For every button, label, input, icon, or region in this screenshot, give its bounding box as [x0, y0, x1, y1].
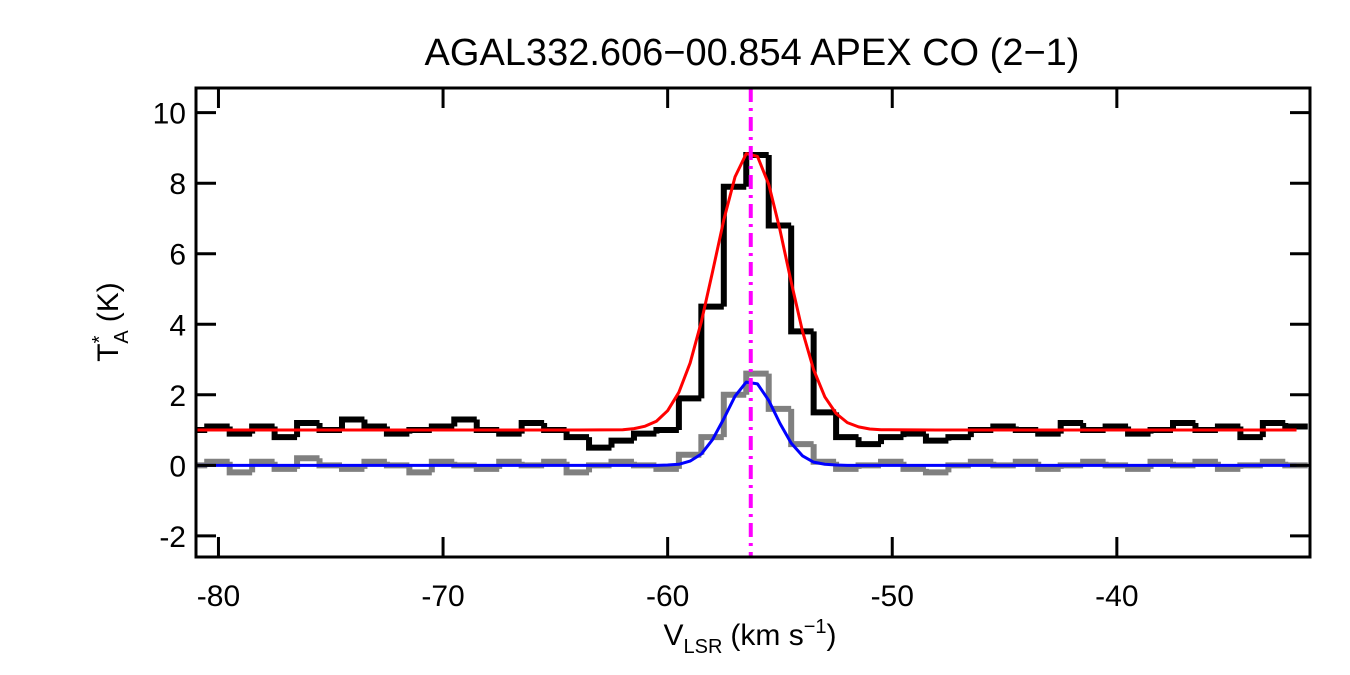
y-tick-label: 4 — [169, 309, 186, 342]
spectrum-channel — [1282, 423, 1308, 430]
spectrum-channel — [226, 461, 253, 476]
x-tick-label: -80 — [197, 580, 240, 613]
spectrum-channel — [698, 303, 724, 399]
spectrum-channel — [765, 373, 792, 412]
x-tick-label: -40 — [1095, 580, 1138, 613]
spectrum-channel — [338, 416, 365, 431]
y-tick-label: 10 — [153, 98, 186, 131]
x-tick-label: -60 — [646, 580, 689, 613]
spectrum-channel — [1259, 420, 1286, 438]
y-tick-label: 6 — [169, 239, 186, 272]
x-label-symbol: V — [663, 619, 683, 652]
spectrum-channel — [586, 437, 612, 451]
spectrum-channel — [563, 430, 590, 441]
spectrum-channel — [653, 427, 679, 434]
spectrum-channel — [1170, 420, 1196, 431]
y-label-subscript: A — [111, 330, 133, 344]
spectrum-channel — [855, 437, 882, 448]
y-axis-label: T*A (K) — [89, 282, 133, 361]
spectrum-channel — [518, 420, 545, 434]
spectrum-channel — [1237, 426, 1263, 441]
spectrum-channel — [788, 225, 814, 335]
spectrum-channel — [698, 434, 724, 455]
plot-area — [196, 88, 1308, 557]
x-label-superscript: −1 — [804, 616, 827, 638]
spectrum-channel — [945, 434, 971, 441]
spectrum-channel — [922, 468, 949, 476]
spectrum-channel — [630, 430, 657, 441]
y-tick-label: 8 — [169, 168, 186, 201]
spectrum-channel — [720, 183, 747, 307]
spectrum-channel — [361, 419, 387, 430]
spectrum-channel — [563, 461, 590, 476]
x-label-unit: (km s — [730, 619, 803, 652]
spectrum-channel — [720, 391, 747, 438]
x-axis-label: VLSR (km s−1) — [663, 616, 836, 658]
spectrum-channel — [675, 395, 702, 431]
spectrum-channel — [810, 444, 837, 465]
x-tick-label: -50 — [871, 580, 914, 613]
spectrum-channel — [249, 458, 275, 473]
spectrum-channel — [294, 455, 320, 469]
spectrum-channel — [271, 426, 298, 441]
spectrum-channel — [878, 434, 904, 445]
y-tick-label: 0 — [169, 450, 186, 483]
spectrum-channel — [428, 458, 455, 473]
y-tick-label: 2 — [169, 380, 186, 413]
spectrum-channel — [900, 430, 926, 438]
x-tick-label: -70 — [421, 580, 464, 613]
spectrum-channel — [922, 433, 949, 444]
spectrum-channel — [1057, 420, 1084, 434]
axes-frame — [194, 86, 1312, 559]
spectrum-channel — [833, 412, 859, 441]
y-label-symbol: T — [92, 343, 125, 361]
y-label-superscript: * — [89, 335, 111, 343]
spectrum-channel — [788, 408, 814, 448]
y-tick-label: -2 — [159, 521, 186, 554]
spectrum-channel — [473, 419, 500, 434]
y-label-unit: (K) — [92, 282, 125, 322]
x-label-subscript: LSR — [683, 636, 722, 658]
spectrum-channel — [765, 155, 792, 229]
spectrum-channel — [608, 437, 634, 448]
spectrum-channel — [810, 331, 837, 416]
x-label-close: ) — [827, 619, 837, 652]
spectrum-channel — [406, 465, 432, 476]
spectrum-channel — [743, 370, 769, 395]
chart-title: AGAL332.606−00.854 APEX CO (2−1) — [425, 32, 1080, 74]
spectrum-channel — [451, 416, 477, 427]
spectrum-channel — [294, 420, 320, 438]
